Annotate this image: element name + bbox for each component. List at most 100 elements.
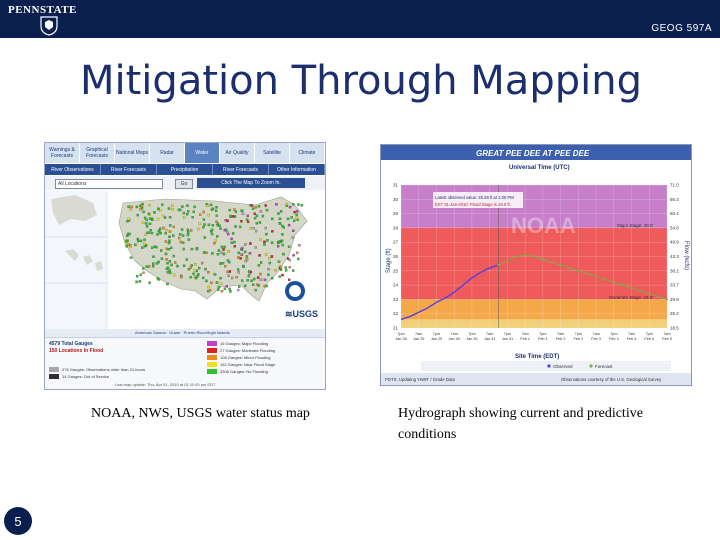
- gauge-marker: [148, 217, 152, 220]
- gauge-marker: [284, 269, 288, 272]
- forecast-point: [506, 259, 509, 262]
- gauge-marker: [290, 216, 293, 219]
- map-subtab[interactable]: Other Information: [269, 164, 325, 175]
- map-tab[interactable]: Air Quality: [220, 143, 255, 163]
- right-tick-label: 29.8: [670, 297, 679, 302]
- gauge-marker: [233, 245, 236, 248]
- gauge-marker: [158, 227, 162, 230]
- forecast-line: [498, 254, 668, 300]
- legend-swatch: [207, 348, 217, 353]
- location-select[interactable]: All Locations: [55, 179, 163, 189]
- gauge-marker: [198, 266, 201, 270]
- page-number: 5: [4, 507, 32, 535]
- gauge-marker: [176, 264, 179, 268]
- gauge-marker: [148, 222, 152, 226]
- gauge-marker: [181, 205, 184, 208]
- gauge-marker: [229, 214, 232, 218]
- gauge-marker: [205, 251, 208, 255]
- gauge-marker: [217, 249, 221, 252]
- gauge-legend: 4579 Total Gauges 150 Locations In Flood…: [45, 337, 325, 389]
- forecast-point: [524, 253, 527, 257]
- gauge-marker: [160, 249, 163, 252]
- bottom-tick-label: 7pm Jan 29: [431, 332, 442, 341]
- right-tick-label: 18.5: [670, 326, 679, 331]
- gauge-marker: [149, 228, 152, 232]
- gauge-marker: [248, 270, 251, 273]
- gauge-marker: [277, 212, 280, 215]
- left-tick-label: 30: [393, 197, 399, 202]
- gauge-marker: [296, 251, 299, 255]
- legend-forecast-marker: [589, 364, 593, 368]
- bottom-tick-label: 7am Jan 30: [448, 332, 459, 341]
- map-subtab[interactable]: River Forecasts: [101, 164, 157, 175]
- go-button[interactable]: Go: [175, 179, 193, 189]
- gauge-marker: [190, 247, 194, 251]
- gauge-marker: [214, 239, 217, 242]
- gauge-marker: [187, 210, 190, 213]
- gauge-marker: [282, 226, 285, 229]
- gauge-marker: [281, 233, 284, 236]
- map-tab[interactable]: Radar: [150, 143, 185, 163]
- legend-label: 276 Gauges: Observations older than 24 h…: [62, 367, 146, 372]
- map-tab[interactable]: Climate: [290, 143, 325, 163]
- map-subtab[interactable]: River Observations: [45, 164, 101, 175]
- gauge-marker: [139, 273, 142, 276]
- legend-label: 152 Gauges: Near Flood Stage: [220, 362, 276, 367]
- gauge-marker: [145, 225, 149, 228]
- gauge-marker: [265, 253, 268, 256]
- gauge-marker: [193, 205, 196, 209]
- major-stage-label: Major Stage: 28.0': [617, 223, 654, 228]
- bottom-tick-label: 7pm Feb 1: [538, 332, 548, 341]
- map-tab[interactable]: Graphical Forecasts: [80, 143, 115, 163]
- gauge-marker: [148, 265, 151, 268]
- gauge-marker: [143, 216, 147, 220]
- gauge-marker: [250, 204, 254, 207]
- gauge-marker: [151, 262, 155, 265]
- us-gauge-map[interactable]: ≋USGS: [45, 191, 325, 331]
- map-tab[interactable]: Water: [185, 143, 220, 163]
- gauge-marker: [255, 229, 258, 233]
- legend-swatch: [49, 374, 59, 379]
- forecast-point: [648, 292, 651, 295]
- gauge-marker: [207, 213, 210, 217]
- gauge-marker: [129, 245, 132, 248]
- gauge-marker: [275, 203, 278, 206]
- map-subtab[interactable]: Precipitation: [157, 164, 213, 175]
- gauge-marker: [254, 246, 257, 249]
- gauge-marker: [168, 239, 171, 243]
- map-tab[interactable]: Warnings & Forecasts: [45, 143, 80, 163]
- gauge-marker: [293, 210, 296, 214]
- gauge-marker: [245, 255, 249, 258]
- gauge-marker: [288, 205, 292, 209]
- gauge-marker: [125, 245, 128, 248]
- map-tab[interactable]: National Maps: [115, 143, 150, 163]
- gauge-marker: [258, 254, 261, 257]
- gauge-marker: [136, 213, 139, 217]
- gauge-marker: [219, 277, 222, 280]
- bottom-tick-label: 7pm Feb 3: [609, 332, 619, 341]
- forecast-point: [586, 272, 589, 275]
- hydrograph-footer-right: Observations courtesy of the U.S. Geolog…: [561, 377, 662, 382]
- gauge-marker: [254, 206, 257, 209]
- gauge-marker: [255, 214, 259, 217]
- gauge-marker: [165, 258, 168, 261]
- gauge-marker: [277, 244, 280, 248]
- left-tick-label: 25: [393, 268, 399, 273]
- gauge-marker: [157, 278, 161, 281]
- gauge-marker: [258, 221, 262, 224]
- gauge-marker: [240, 209, 244, 212]
- gauge-marker: [220, 251, 223, 255]
- legend-swatch: [207, 362, 217, 367]
- bottom-tick-label: 7am Jan 31: [484, 332, 495, 341]
- gauge-marker: [288, 278, 291, 281]
- left-axis-label: Stage (ft): [386, 248, 392, 273]
- logo-text: PENNSTATE: [8, 4, 77, 16]
- gauge-marker: [210, 208, 214, 211]
- gauge-marker: [182, 264, 186, 267]
- map-subtab[interactable]: River Forecasts: [213, 164, 269, 175]
- gauge-marker: [163, 216, 167, 219]
- gauge-marker: [245, 218, 249, 221]
- map-tab[interactable]: Satellite: [255, 143, 290, 163]
- gauge-marker: [256, 283, 259, 286]
- gauge-marker: [295, 216, 298, 220]
